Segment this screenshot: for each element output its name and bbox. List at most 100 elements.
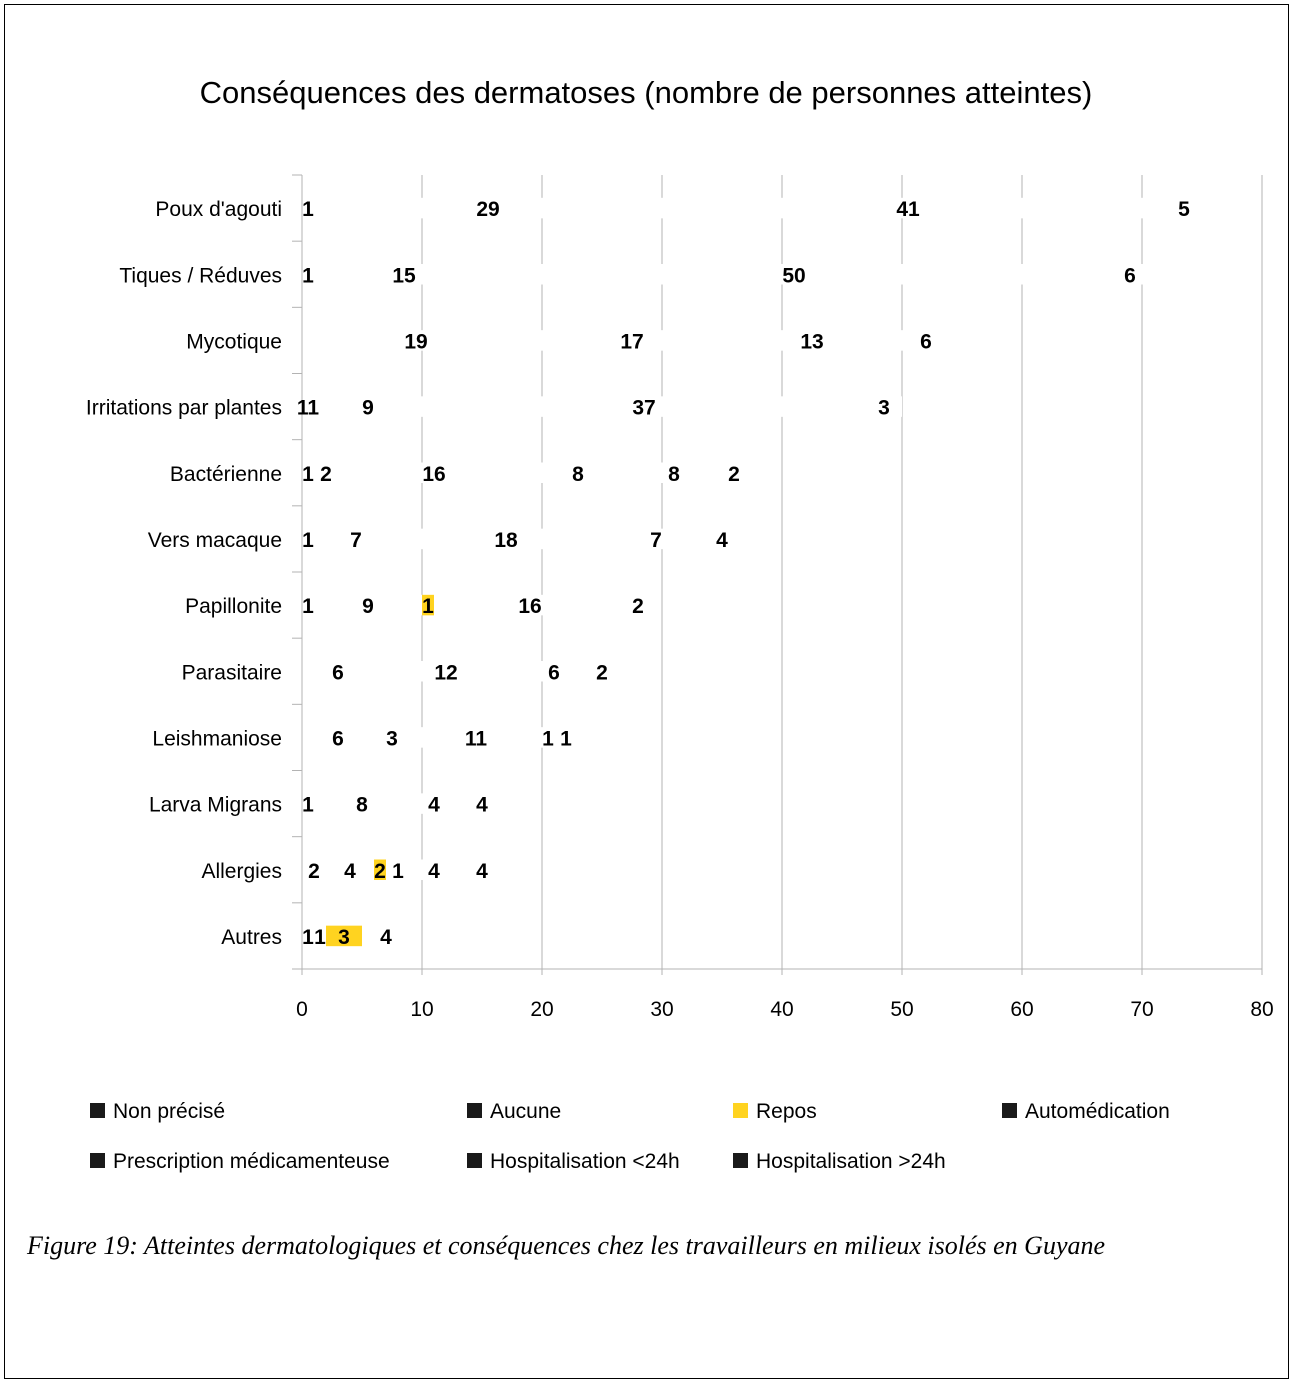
bar-segment <box>362 925 410 947</box>
bar-segment <box>302 330 530 351</box>
data-label: 7 <box>350 529 362 552</box>
y-category-label: Irritations par plantes <box>86 397 282 420</box>
legend-marker <box>467 1153 482 1168</box>
y-category-label: Allergies <box>201 860 282 883</box>
data-label: 1 <box>560 727 572 750</box>
data-label: 2 <box>374 860 386 883</box>
x-tick-label: 70 <box>1130 998 1153 1021</box>
legend-marker <box>90 1103 105 1118</box>
bar-segment <box>302 727 374 748</box>
bar-segment <box>626 462 722 484</box>
figure-frame <box>4 4 1289 1379</box>
legend-marker <box>733 1153 748 1168</box>
bar-segment <box>530 462 626 484</box>
data-label: 4 <box>428 794 440 817</box>
data-label: 16 <box>422 463 445 486</box>
data-label: 2 <box>308 860 320 883</box>
bar-segment <box>890 330 962 351</box>
data-label: 9 <box>362 397 374 420</box>
data-label: 37 <box>632 397 655 420</box>
data-label: 4 <box>476 860 488 883</box>
legend-label: Repos <box>756 1100 817 1123</box>
legend-label: Non précisé <box>113 1100 225 1123</box>
data-label: 11 <box>297 397 320 420</box>
bar-segment <box>662 197 1154 219</box>
bar-segment <box>302 396 314 417</box>
bar-segment <box>410 859 458 881</box>
data-label: 1 <box>302 595 314 618</box>
bar-segment <box>314 594 422 616</box>
data-label: 41 <box>896 198 920 221</box>
stacked-bar-chart: Conséquences des dermatoses (nombre de p… <box>86 75 1274 1173</box>
x-tick-label: 50 <box>890 998 913 1021</box>
bars <box>302 197 1214 947</box>
grid <box>421 175 1263 969</box>
data-label: 4 <box>380 926 392 949</box>
bar-segment <box>1094 263 1166 285</box>
bar-segment <box>518 660 590 682</box>
bar-segment <box>494 263 1094 285</box>
bar-segment <box>302 660 374 682</box>
figure-caption: Figure 19: Atteintes dermatologiques et … <box>27 1231 1106 1260</box>
bar-segment <box>410 793 458 814</box>
bar-segment <box>410 727 542 748</box>
data-label: 4 <box>476 794 488 817</box>
bar-segment <box>314 396 422 417</box>
bar-segment <box>314 528 398 550</box>
data-label: 8 <box>356 794 368 817</box>
data-label: 1 <box>422 595 434 618</box>
bar-segment <box>458 793 506 814</box>
bar-segment <box>302 859 326 881</box>
axes: 0 10 20 30 40 50 60 70 80 Poux d'agouti Tiques / R… <box>86 174 1274 1021</box>
bar-segment <box>302 462 314 484</box>
data-label: 9 <box>362 595 374 618</box>
x-tick-label: 60 <box>1010 998 1033 1021</box>
bar-segment <box>302 793 314 814</box>
data-label: 2 <box>596 661 608 684</box>
data-label: 6 <box>1124 264 1136 287</box>
bar-segment <box>458 859 506 881</box>
bar-segment <box>302 528 314 550</box>
y-category-label: Parasitaire <box>182 661 282 684</box>
data-label: 3 <box>878 397 890 420</box>
x-tick-label: 10 <box>410 998 433 1021</box>
legend-marker <box>467 1103 482 1118</box>
y-category-label: Leishmaniose <box>152 727 282 750</box>
bar-segment <box>590 660 614 682</box>
data-label: 2 <box>320 463 332 486</box>
x-tick-label: 30 <box>650 998 673 1021</box>
x-tick-label: 40 <box>770 998 793 1021</box>
y-category-label: Bactérienne <box>170 463 282 486</box>
legend: Non précisé Aucune Repos Automédication Pres… <box>90 1100 1170 1173</box>
x-tick-label: 80 <box>1250 998 1273 1021</box>
data-label: 3 <box>386 727 398 750</box>
data-label: 7 <box>650 529 662 552</box>
data-label: 11 <box>465 727 488 750</box>
data-label: 1 <box>302 529 314 552</box>
data-label: 4 <box>428 860 440 883</box>
legend-label: Hospitalisation >24h <box>756 1150 946 1173</box>
legend-label: Hospitalisation <24h <box>490 1150 680 1173</box>
legend-label: Automédication <box>1025 1100 1170 1123</box>
data-labels: 1 29 41 51 15 50 619 17 13 611 9 37 31 2 16 8 8 21 7 18 7 41 9… <box>297 198 1190 949</box>
data-label: 1 <box>302 926 314 949</box>
data-label: 4 <box>716 529 728 552</box>
data-label: 50 <box>782 264 805 287</box>
legend-marker <box>733 1103 748 1118</box>
bar-segment <box>302 594 314 616</box>
data-label: 1 <box>392 860 404 883</box>
x-tick-label: 20 <box>530 998 553 1021</box>
data-label: 1 <box>542 727 554 750</box>
bar-segment <box>626 594 650 616</box>
data-label: 1 <box>302 794 314 817</box>
legend-label: Aucune <box>490 1100 561 1123</box>
data-label: 16 <box>518 595 541 618</box>
bar-segment <box>1154 197 1214 219</box>
data-label: 6 <box>548 661 560 684</box>
bar-segment <box>314 263 494 285</box>
bar-segment <box>314 793 410 814</box>
bar-segment <box>386 859 410 881</box>
data-label: 15 <box>392 264 416 287</box>
data-label: 1 <box>314 926 326 949</box>
data-label: 2 <box>632 595 644 618</box>
